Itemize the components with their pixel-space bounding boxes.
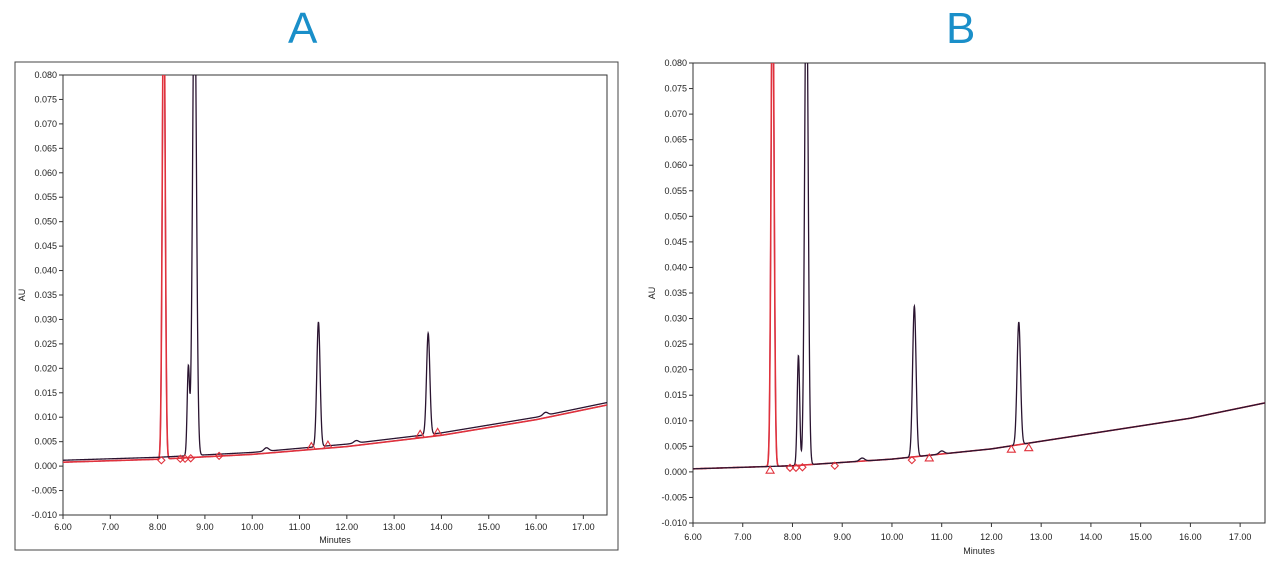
x-tick-label: 16.00 (525, 522, 548, 532)
y-tick-label: 0.080 (34, 70, 57, 80)
y-tick-label: 0.030 (34, 314, 57, 324)
panel-a-title: A (288, 4, 318, 53)
y-tick-label: 0.080 (664, 58, 687, 68)
x-axis-label: Minutes (963, 546, 995, 556)
diamond-marker (791, 463, 801, 473)
diamond-marker (907, 455, 917, 465)
x-axis-label: Minutes (319, 535, 351, 545)
panel-b-chart: -0.010 -0.005 0.000 0.005 0.010 0.015 0.020 0.0… (647, 58, 1266, 556)
y-tick-label: 0.065 (664, 135, 687, 145)
x-tick-label: 11.00 (931, 532, 953, 542)
triangle-marker (322, 440, 333, 449)
x-tick-label: 6.00 (684, 532, 702, 542)
y-tick-label: -0.005 (31, 486, 57, 496)
y-tick-label: 0.060 (664, 160, 687, 170)
triangle-marker (415, 429, 426, 438)
x-tick-label: 6.00 (54, 522, 72, 532)
panel-a-chart: -0.010 -0.005 0.000 0.005 0.010 0.015 0.020 0.0… (17, 70, 608, 545)
x-tick-label: 12.00 (980, 532, 1003, 542)
y-tick-label: 0.035 (34, 290, 57, 300)
diamond-marker (157, 455, 166, 465)
x-tick-label: 16.00 (1179, 532, 1202, 542)
y-axis-label: AU (17, 289, 27, 302)
x-tick-label: 7.00 (102, 522, 120, 532)
y-tick-label: 0.020 (664, 365, 687, 375)
x-tick-label: 15.00 (477, 522, 500, 532)
y-tick-label: 0.015 (34, 388, 57, 398)
y-tick-label: 0.025 (664, 339, 687, 349)
x-tick-label: 17.00 (1229, 532, 1252, 542)
diamond-marker (214, 451, 224, 461)
triangle-marker (1006, 444, 1017, 453)
triangle-marker (432, 427, 443, 436)
plot-area (62, 74, 608, 516)
diamond-marker (798, 463, 807, 472)
y-tick-label: 0.070 (34, 119, 57, 129)
plot-area (692, 62, 1266, 524)
y-tick-label: 0.050 (34, 217, 57, 227)
trace-dark (63, 75, 607, 461)
trace-dark (693, 63, 1265, 470)
y-tick-label: 0.055 (34, 192, 57, 202)
diamond-marker (186, 454, 195, 463)
x-tick-label: 9.00 (833, 532, 851, 542)
y-tick-label: 0.010 (664, 416, 687, 426)
x-tick-label: 14.00 (430, 522, 453, 532)
x-tick-label: 10.00 (241, 522, 264, 532)
y-tick-label: 0.015 (664, 390, 687, 400)
diamond-marker (785, 463, 795, 473)
y-tick-label: 0.075 (34, 94, 57, 104)
y-tick-label: -0.010 (31, 510, 57, 520)
y-tick-label: 0.010 (34, 412, 57, 422)
x-tick-label: 13.00 (383, 522, 406, 532)
x-tick-label: 17.00 (572, 522, 595, 532)
trace-purple (693, 63, 1265, 470)
y-tick-label: 0.045 (34, 241, 57, 251)
y-tick-label: -0.010 (661, 518, 687, 528)
diamond-marker (830, 461, 840, 471)
panel-b-title: B (946, 4, 976, 53)
y-tick-label: 0.030 (664, 314, 687, 324)
y-tick-label: 0.000 (664, 467, 687, 477)
trace-red (693, 63, 1265, 470)
trace-red (63, 75, 607, 463)
y-tick-label: 0.040 (34, 266, 57, 276)
y-tick-label: 0.005 (34, 437, 57, 447)
x-tick-label: 11.00 (289, 522, 311, 532)
y-tick-label: 0.040 (664, 262, 687, 272)
x-tick-label: 7.00 (734, 532, 752, 542)
y-tick-label: 0.070 (664, 109, 687, 119)
x-tick-label: 12.00 (336, 522, 359, 532)
y-axis-label: AU (647, 287, 657, 300)
y-tick-label: 0.065 (34, 143, 57, 153)
x-tick-label: 8.00 (149, 522, 167, 532)
y-tick-label: 0.000 (34, 461, 57, 471)
triangle-marker (924, 453, 935, 462)
x-tick-label: 10.00 (881, 532, 904, 542)
panel-a-frame (14, 61, 619, 551)
triangle-marker (765, 465, 776, 474)
y-tick-label: 0.075 (664, 84, 687, 94)
y-tick-label: -0.005 (661, 492, 687, 502)
y-tick-label: 0.050 (664, 211, 687, 221)
y-tick-label: 0.045 (664, 237, 687, 247)
x-tick-label: 15.00 (1129, 532, 1152, 542)
y-tick-label: 0.020 (34, 363, 57, 373)
triangle-marker (306, 441, 317, 450)
x-tick-label: 9.00 (196, 522, 214, 532)
x-tick-label: 14.00 (1080, 532, 1103, 542)
y-tick-label: 0.025 (34, 339, 57, 349)
y-tick-label: 0.035 (664, 288, 687, 298)
trace-purple (63, 75, 607, 463)
y-tick-label: 0.060 (34, 168, 57, 178)
y-tick-label: 0.005 (664, 441, 687, 451)
x-tick-label: 8.00 (784, 532, 802, 542)
y-tick-label: 0.055 (664, 186, 687, 196)
triangle-marker (1023, 442, 1034, 452)
x-tick-label: 13.00 (1030, 532, 1053, 542)
